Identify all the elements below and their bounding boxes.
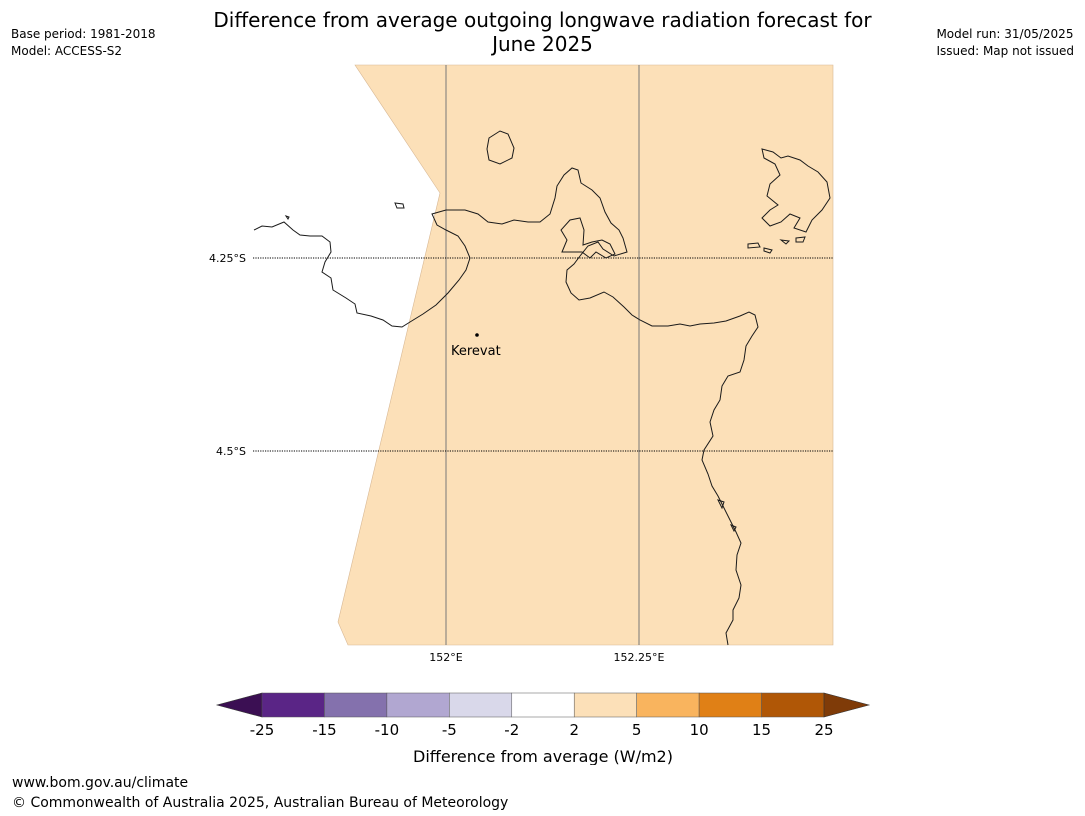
run-info: Model run: 31/05/2025 Issued: Map not is…: [936, 26, 1074, 60]
colorbar-tick-label: -2: [504, 721, 519, 739]
coastlines: [253, 130, 831, 646]
colorbar-segments: [215, 692, 871, 718]
colorbar-label: Difference from average (W/m2): [413, 747, 673, 765]
colorbar-segment: [261, 692, 325, 718]
issued-status: Issued: Map not issued: [936, 44, 1074, 58]
model-run: Model run: 31/05/2025: [936, 27, 1074, 41]
islet-c: [779, 239, 791, 245]
base-period: Base period: 1981-2018: [11, 27, 156, 41]
map-area: Kerevat 4.25°S 4.5°S 152°E 152.25°E: [209, 64, 834, 664]
colorbar-segment: [511, 692, 575, 718]
town-marker-kerevat: [475, 333, 479, 337]
footer-copyright: © Commonwealth of Australia 2025, Austra…: [12, 795, 509, 811]
map-title: Difference from average outgoing longwav…: [180, 8, 905, 56]
colorbar-tick-label: 10: [690, 721, 709, 739]
forecast-region: [337, 64, 834, 646]
island-small-west: [394, 202, 405, 209]
colorbar-tick-label: 2: [569, 721, 579, 739]
colorbar: -25 -15 -10 -5 -2 2 5 10 15 25 Difference from av…: [215, 692, 871, 765]
islet-e: [717, 499, 725, 510]
colorbar-ticks: -25 -15 -10 -5 -2 2 5 10 15 25: [250, 721, 834, 739]
colorbar-segment: [573, 692, 637, 718]
coastline-main: [253, 167, 759, 646]
coastline-inner: [560, 217, 616, 259]
islet-f: [729, 524, 737, 533]
colorbar-tick-label: 5: [632, 721, 642, 739]
islands-northeast: [761, 148, 831, 233]
lon-label-152e: 152°E: [429, 651, 462, 664]
colorbar-tick-label: -25: [250, 721, 275, 739]
colorbar-arrow-low: [215, 692, 263, 718]
footer-url[interactable]: www.bom.gov.au/climate: [12, 775, 189, 791]
model-name: Model: ACCESS-S2: [11, 44, 123, 58]
colorbar-tick-label: -15: [312, 721, 337, 739]
lon-label-152-25e: 152.25°E: [614, 651, 665, 664]
colorbar-tick-label: 15: [752, 721, 771, 739]
colorbar-tick-label: 25: [814, 721, 833, 739]
colorbar-arrow-high: [823, 692, 871, 718]
islet-b: [763, 247, 773, 254]
colorbar-segment: [449, 692, 513, 718]
colorbar-tick-label: -5: [442, 721, 457, 739]
island-tiny-west: [284, 215, 290, 220]
colorbar-tick-label: -10: [375, 721, 400, 739]
lat-label-4-5s: 4.5°S: [216, 445, 246, 458]
town-label-kerevat: Kerevat: [451, 344, 501, 359]
lat-label-4-25s: 4.25°S: [209, 252, 246, 265]
islet-d: [795, 236, 806, 243]
colorbar-segment: [698, 692, 762, 718]
islet-a: [747, 242, 761, 249]
colorbar-segment: [761, 692, 825, 718]
model-info: Base period: 1981-2018 Model: ACCESS-S2: [11, 26, 156, 60]
colorbar-segment: [636, 692, 700, 718]
title-line-2: June 2025: [492, 32, 593, 56]
island-north: [486, 130, 515, 165]
title-line-1: Difference from average outgoing longwav…: [213, 8, 872, 32]
colorbar-segment: [324, 692, 388, 718]
colorbar-segment: [386, 692, 450, 718]
